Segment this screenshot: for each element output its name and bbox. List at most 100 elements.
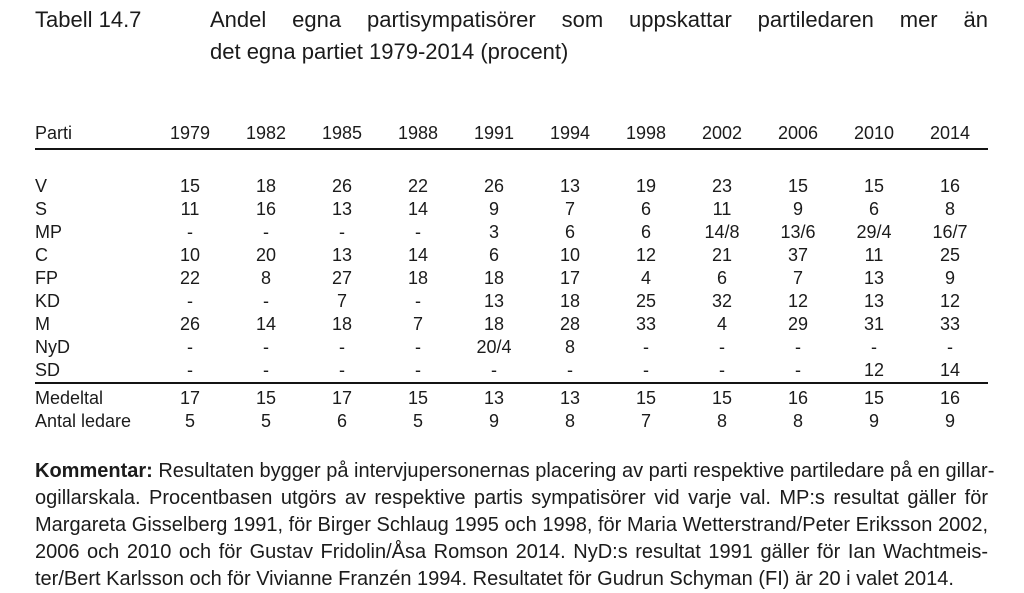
value-cell: 13	[863, 291, 885, 311]
value-cell: -	[339, 337, 345, 357]
value-cell: 18	[483, 314, 505, 334]
value-cell: -	[263, 360, 269, 380]
spacer-row	[35, 149, 988, 175]
value-cell: 7	[564, 199, 575, 219]
value-cell: 12	[635, 245, 657, 265]
value-cell: 22	[407, 176, 429, 196]
value-cell: -	[795, 337, 801, 357]
col-header-year: 2006	[760, 120, 836, 150]
table-row: SD - - - - - - - - - 12 14	[35, 359, 988, 383]
value-cell: 16	[255, 199, 277, 219]
col-header-year: 1998	[608, 120, 684, 150]
value-cell: 7	[336, 291, 347, 311]
party-label: KD	[35, 291, 61, 311]
value-cell: 14	[939, 360, 961, 380]
value-cell: 13/6	[780, 222, 816, 242]
value-cell: 8	[944, 199, 955, 219]
value-cell: -	[415, 291, 421, 311]
value-cell: -	[187, 222, 193, 242]
value-cell: 8	[792, 411, 803, 431]
table-title-line: det egna partiet 1979-2014 (procent)	[210, 39, 569, 64]
value-cell: 6	[640, 222, 651, 242]
value-cell: 9	[792, 199, 803, 219]
table-title: Andel egna partisympatisörer som uppskat…	[210, 4, 988, 68]
comment-line: Kommentar: Resultaten bygger på intervju…	[35, 460, 995, 482]
table-row: M 26 14 18 7 18 28 33 4 29 31 33	[35, 313, 988, 336]
value-cell: 16	[939, 176, 961, 196]
party-rows: V 15 18 26 22 26 13 19 23 15 15 16 S 11 16 13 14 9 7 6 11 9 6 8…	[35, 149, 988, 383]
table-head: Parti 1979 1982 1985 1988 1991 1994 1998 2002 200…	[35, 120, 988, 150]
value-cell: -	[567, 360, 573, 380]
value-cell: -	[795, 360, 801, 380]
value-cell: 5	[184, 411, 195, 431]
col-header-year: 1991	[456, 120, 532, 150]
value-cell: 25	[939, 245, 961, 265]
comment-line: ter/Bert Karlsson och för Vivianne Franz…	[35, 568, 954, 590]
value-cell: -	[719, 360, 725, 380]
value-cell: 20/4	[476, 337, 512, 357]
value-cell: -	[339, 360, 345, 380]
results-table: Parti 1979 1982 1985 1988 1991 1994 1998 2002 200…	[35, 120, 988, 433]
value-cell: 31	[863, 314, 885, 334]
value-cell: 13	[331, 245, 353, 265]
party-label: NyD	[35, 337, 70, 357]
value-cell: -	[415, 360, 421, 380]
value-cell: 15	[407, 388, 429, 408]
value-cell: 15	[711, 388, 733, 408]
document-page: Tabell 14.7 Andel egna partisympatisörer…	[35, 4, 995, 590]
value-cell: 8	[716, 411, 727, 431]
value-cell: 18	[483, 268, 505, 288]
comment-line: 2006 och 2010 och för Gustav Fridolin/Ås…	[35, 541, 988, 563]
value-cell: 26	[179, 314, 201, 334]
value-cell: 7	[412, 314, 423, 334]
party-label: MP	[35, 222, 62, 242]
value-cell: 5	[260, 411, 271, 431]
value-cell: -	[187, 337, 193, 357]
value-cell: 6	[564, 222, 575, 242]
table-title-line: Andel egna partisympatisörer som uppskat…	[210, 7, 988, 32]
col-header-year: 2002	[684, 120, 760, 150]
value-cell: 27	[331, 268, 353, 288]
value-cell: -	[719, 337, 725, 357]
col-header-year: 2010	[836, 120, 912, 150]
value-cell: 6	[868, 199, 879, 219]
value-cell: 20	[255, 245, 277, 265]
value-cell: -	[871, 337, 877, 357]
value-cell: 33	[635, 314, 657, 334]
value-cell: 13	[483, 388, 505, 408]
value-cell: 13	[559, 176, 581, 196]
value-cell: 16/7	[932, 222, 968, 242]
value-cell: 5	[412, 411, 423, 431]
value-cell: 25	[635, 291, 657, 311]
value-cell: 4	[640, 268, 651, 288]
value-cell: 3	[488, 222, 499, 242]
value-cell: 10	[179, 245, 201, 265]
value-cell: 10	[559, 245, 581, 265]
value-cell: 16	[939, 388, 961, 408]
value-cell: 16	[787, 388, 809, 408]
value-cell: 28	[559, 314, 581, 334]
value-cell: 18	[255, 176, 277, 196]
value-cell: 9	[488, 411, 499, 431]
party-label: FP	[35, 268, 59, 288]
table-row: Medeltal 17 15 17 15 13 13 15 15 16 15 16	[35, 383, 988, 410]
value-cell: 9	[488, 199, 499, 219]
value-cell: -	[643, 360, 649, 380]
value-cell: 37	[787, 245, 809, 265]
value-cell: -	[415, 222, 421, 242]
col-header-parti: Parti	[35, 120, 152, 150]
summary-rows: Medeltal 17 15 17 15 13 13 15 15 16 15 16 Antal leda…	[35, 383, 988, 433]
value-cell: 14	[407, 199, 429, 219]
value-cell: 15	[255, 388, 277, 408]
value-cell: 11	[712, 199, 732, 219]
value-cell: 18	[407, 268, 429, 288]
value-cell: -	[491, 360, 497, 380]
value-cell: 9	[868, 411, 879, 431]
comment-line: Margareta Gisselberg 1991, för Birger Sc…	[35, 514, 988, 536]
value-cell: 6	[716, 268, 727, 288]
value-cell: 23	[711, 176, 733, 196]
comment-line: ogillarskala. Procentbasen utgörs av res…	[35, 487, 988, 509]
value-cell: -	[263, 222, 269, 242]
value-cell: 7	[640, 411, 651, 431]
value-cell: 15	[863, 176, 885, 196]
